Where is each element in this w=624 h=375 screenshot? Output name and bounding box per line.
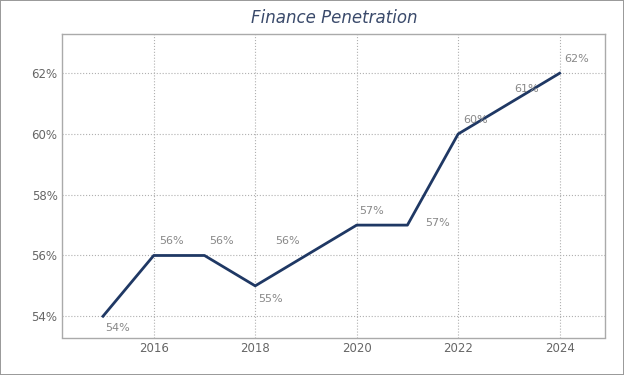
Text: 56%: 56% xyxy=(275,236,300,246)
Text: 56%: 56% xyxy=(158,236,183,246)
Title: Finance Penetration: Finance Penetration xyxy=(251,9,417,27)
Text: 57%: 57% xyxy=(359,206,384,216)
Text: 60%: 60% xyxy=(463,115,488,125)
Text: 54%: 54% xyxy=(105,323,130,333)
Text: 56%: 56% xyxy=(210,236,234,246)
Text: 57%: 57% xyxy=(425,218,450,228)
Text: 55%: 55% xyxy=(258,294,283,304)
Text: 62%: 62% xyxy=(565,54,590,64)
Text: 61%: 61% xyxy=(514,84,539,94)
